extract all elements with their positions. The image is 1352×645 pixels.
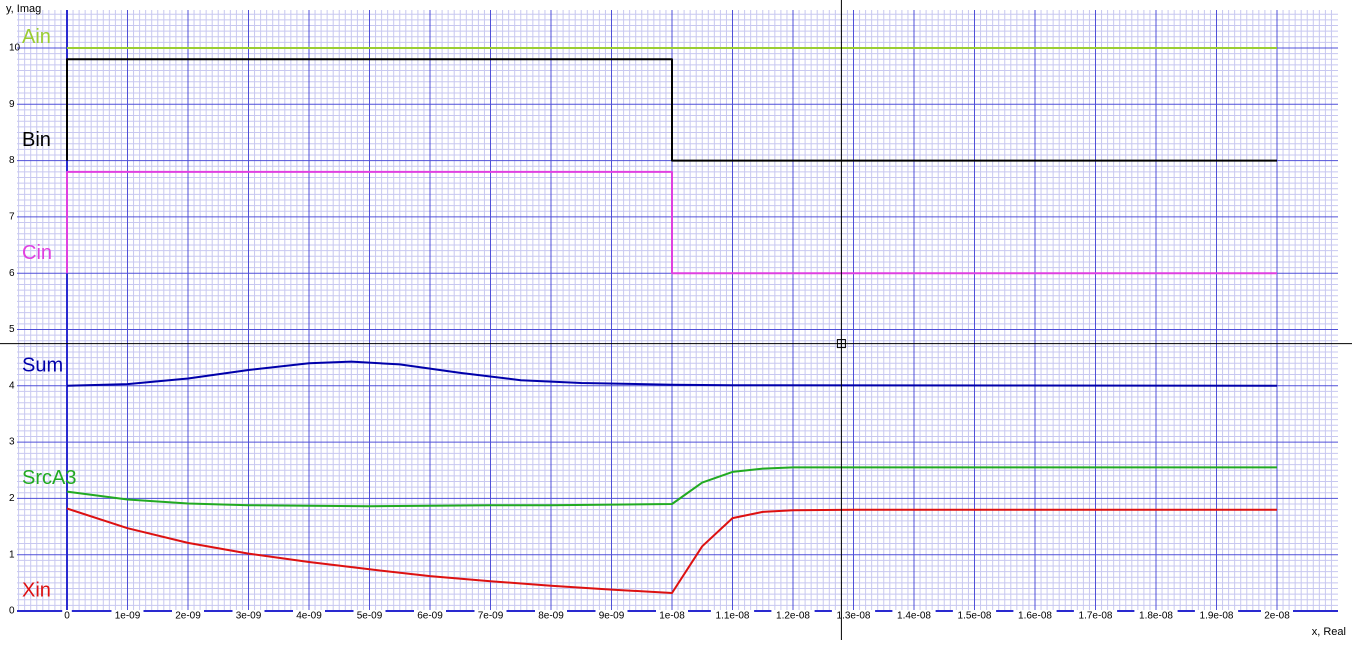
x-tick-label-bg — [172, 610, 204, 622]
x-tick-label-bg — [232, 610, 265, 622]
x-tick-label: 2e-08 — [1264, 611, 1290, 622]
x-tick-label: 1.5e-08 — [958, 611, 992, 622]
x-tick-label-bg — [1261, 610, 1293, 622]
series-lines — [66, 47, 1278, 594]
x-tick-label: 5e-09 — [357, 611, 383, 622]
x-tick-label-bg — [1134, 610, 1178, 622]
y-tick-label: 2 — [9, 493, 15, 504]
x-tick-label: 7e-09 — [478, 611, 504, 622]
y-tick-label: 5 — [9, 324, 15, 335]
y-tick-label: 0 — [9, 606, 15, 617]
series-labels: Ain Bin Cin Sum SrcA3 Xin — [22, 26, 76, 601]
x-tick-label-bg — [1194, 610, 1239, 622]
x-tick-label-bg — [710, 610, 755, 622]
x-tick-label: 1.7e-08 — [1079, 611, 1113, 622]
minor-grid — [17, 10, 1338, 612]
x-tick-label: 1.4e-08 — [897, 611, 931, 622]
x-tick-label-bg — [831, 610, 876, 622]
x-tick-label: 1.3e-08 — [837, 611, 871, 622]
x-tick-label: 0 — [64, 611, 70, 622]
x-tick-label: 1.8e-08 — [1139, 611, 1173, 622]
x-tick-label-bg — [656, 610, 688, 622]
y-tick-label: 8 — [9, 155, 15, 166]
x-axis-label: x, Real — [1312, 626, 1346, 638]
tick-labels: 0 1e-09 2e-09 3e-09 4e-09 5e-09 6e-09 7e-09 8e-0… — [9, 43, 1293, 622]
x-tick-label: 1.6e-08 — [1018, 611, 1052, 622]
y-tick-label: 7 — [9, 212, 15, 223]
y-tick-label: 9 — [9, 99, 15, 110]
x-tick-label-bg — [1013, 610, 1057, 622]
y-tick-label: 6 — [9, 268, 15, 279]
series-label-cin: Cin — [22, 242, 52, 264]
x-tick-label: 6e-09 — [417, 611, 443, 622]
x-tick-label-bg — [535, 610, 567, 622]
series-line-bin — [66, 58, 1277, 162]
y-tick-label: 4 — [9, 380, 15, 391]
x-tick-label-bg — [293, 610, 325, 622]
x-tick-label: 1.1e-08 — [716, 611, 750, 622]
x-tick-label-bg — [771, 610, 815, 622]
x-tick-label-bg — [414, 610, 446, 622]
x-tick-label: 1.2e-08 — [776, 611, 810, 622]
series-line-cin — [66, 170, 1277, 275]
x-tick-label: 4e-09 — [296, 611, 322, 622]
series-label-ain: Ain — [22, 26, 51, 48]
x-tick-label-bg — [474, 610, 507, 622]
y-tick-label: 1 — [9, 549, 15, 560]
series-label-srca3: SrcA3 — [22, 467, 76, 489]
series-label-xin: Xin — [22, 580, 51, 602]
y-tick-label: 10 — [9, 43, 21, 54]
major-grid — [17, 10, 1338, 612]
x-tick-label-bg — [353, 610, 386, 622]
x-tick-label: 3e-09 — [236, 611, 262, 622]
series-line-xin — [66, 507, 1277, 594]
series-label-sum: Sum — [22, 354, 63, 376]
y-tick-label: 3 — [9, 437, 15, 448]
x-tick-label-bg — [1073, 610, 1118, 622]
x-tick-label: 9e-09 — [599, 611, 625, 622]
axes — [17, 10, 1338, 612]
series-line-sum — [66, 360, 1278, 387]
x-tick-label-bg — [892, 610, 936, 622]
x-tick-label: 2e-09 — [175, 611, 201, 622]
y-axis-label: y, Imag — [6, 3, 41, 15]
x-tick-label: 1e-08 — [659, 611, 685, 622]
x-tick-label-bg — [595, 610, 628, 622]
x-tick-label-bg — [111, 610, 144, 622]
series-label-bin: Bin — [22, 129, 51, 151]
x-tick-label: 8e-09 — [538, 611, 564, 622]
x-tick-label-bg — [62, 610, 72, 622]
x-tick-label: 1e-09 — [115, 611, 141, 622]
x-tick-label-bg — [952, 610, 997, 622]
x-tick-label: 1.9e-08 — [1200, 611, 1234, 622]
series-line-srca3 — [66, 466, 1277, 508]
